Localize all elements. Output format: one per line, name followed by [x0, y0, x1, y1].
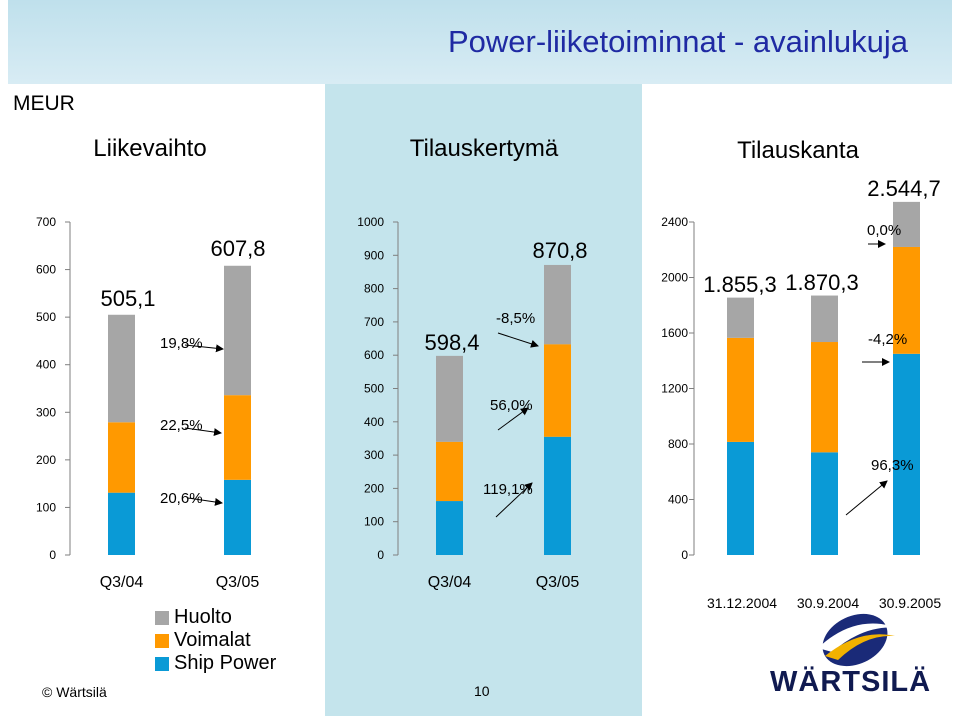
bar-ship-power	[436, 501, 463, 555]
bar-ship-power	[893, 353, 920, 555]
bar-voimalat	[544, 344, 571, 437]
y-tick-label: 0	[49, 548, 56, 562]
header-band: Power-liiketoiminnat - avainlukuja	[8, 0, 952, 84]
y-tick-label: 300	[364, 448, 384, 462]
logo-emblem-icon	[818, 613, 898, 667]
total-label: 2.544,7	[867, 176, 940, 201]
x-tick-label: Q3/05	[536, 574, 580, 591]
y-tick-label: 500	[36, 310, 56, 324]
y-tick-label: 500	[364, 382, 384, 396]
bar-ship-power	[727, 441, 754, 555]
bar-huolto	[544, 264, 571, 345]
total-label: 607,8	[210, 236, 265, 261]
y-tick-label: 1000	[357, 215, 384, 229]
y-tick-label: 800	[364, 282, 384, 296]
change-label: -4,2%	[868, 331, 907, 348]
change-label: 19,8%	[160, 335, 203, 352]
y-tick-label: 700	[36, 215, 56, 229]
x-tick-label: 30.9.2005	[879, 595, 941, 611]
change-arrow	[187, 497, 223, 506]
legend-label-huolto: Huolto	[174, 606, 232, 628]
y-tick-label: 200	[36, 453, 56, 467]
x-tick-label: Q3/04	[428, 574, 472, 591]
change-label: -8,5%	[496, 310, 535, 327]
highlight-panel	[325, 84, 642, 716]
change-arrow	[497, 407, 529, 431]
legend-label-voimalat: Voimalat	[174, 629, 251, 651]
bar-voimalat	[893, 246, 920, 354]
x-tick-label: 30.9.2004	[797, 595, 859, 611]
legend-swatch-huolto	[155, 610, 169, 625]
y-tick-label: 700	[364, 315, 384, 329]
y-tick-label: 400	[36, 358, 56, 372]
change-arrow	[497, 332, 539, 348]
total-label: 598,4	[424, 330, 479, 355]
bar-voimalat	[727, 337, 754, 442]
y-tick-label: 1600	[661, 326, 688, 340]
y-tick-label: 1200	[661, 382, 688, 396]
bar-huolto	[108, 314, 135, 423]
y-tick-label: 200	[364, 481, 384, 495]
y-tick-label: 800	[668, 437, 688, 451]
bar-voimalat	[108, 422, 135, 493]
x-tick-label: Q3/04	[100, 574, 144, 591]
chart-title: Liikevaihto	[93, 135, 206, 162]
y-tick-label: 0	[377, 548, 384, 562]
change-label: 0,0%	[867, 222, 901, 239]
bar-ship-power	[544, 436, 571, 555]
change-arrow	[495, 482, 533, 518]
total-label: 1.855,3	[703, 272, 776, 297]
legend-swatch-ship-power	[155, 656, 169, 671]
legend-item-ship-power: Ship Power	[155, 652, 276, 675]
x-tick-label: 31.12.2004	[707, 595, 777, 611]
change-label: 56,0%	[490, 397, 533, 414]
chart-title: Tilauskertymä	[410, 135, 559, 162]
change-label: 96,3%	[871, 457, 914, 474]
y-tick-label: 100	[36, 500, 56, 514]
page-title: Power-liiketoiminnat - avainlukuja	[447, 24, 908, 59]
change-arrow	[845, 480, 888, 516]
y-tick-label: 300	[36, 405, 56, 419]
legend-swatch-voimalat	[155, 633, 169, 648]
bar-voimalat	[811, 342, 838, 453]
legend-item-huolto: Huolto	[155, 606, 276, 629]
y-tick-label: 100	[364, 515, 384, 529]
y-tick-label: 0	[681, 548, 688, 562]
bar-voimalat	[224, 395, 251, 480]
wartsila-logo: WÄRTSILÄ	[770, 608, 930, 704]
logo-text: WÄRTSILÄ	[770, 666, 932, 698]
y-tick-label: 600	[36, 263, 56, 277]
bar-huolto	[811, 295, 838, 343]
y-tick-label: 900	[364, 248, 384, 262]
change-arrow	[184, 344, 224, 353]
change-arrow	[184, 427, 222, 436]
legend-item-voimalat: Voimalat	[155, 629, 276, 652]
unit-label: MEUR	[13, 92, 75, 115]
y-tick-label: 600	[364, 348, 384, 362]
total-label: 870,8	[532, 238, 587, 263]
bar-huolto	[893, 201, 920, 247]
y-tick-label: 2400	[661, 215, 688, 229]
legend-label-ship-power: Ship Power	[174, 652, 277, 674]
bar-ship-power	[811, 452, 838, 555]
change-label: 22,5%	[160, 417, 203, 434]
x-tick-label: Q3/05	[216, 574, 260, 591]
y-tick-label: 400	[364, 415, 384, 429]
total-label: 505,1	[100, 286, 155, 311]
y-tick-label: 2000	[661, 271, 688, 285]
copyright-text: © Wärtsilä	[42, 684, 107, 700]
bar-ship-power	[108, 492, 135, 555]
page-number: 10	[474, 683, 490, 699]
bar-huolto	[224, 265, 251, 396]
total-label: 1.870,3	[785, 270, 858, 295]
bar-huolto	[436, 355, 463, 442]
change-label: 20,6%	[160, 490, 203, 507]
bar-ship-power	[224, 479, 251, 555]
bar-voimalat	[436, 441, 463, 502]
legend: Huolto Voimalat Ship Power	[155, 606, 276, 675]
chart-title: Tilauskanta	[737, 137, 859, 164]
bar-huolto	[727, 297, 754, 338]
y-tick-label: 400	[668, 493, 688, 507]
